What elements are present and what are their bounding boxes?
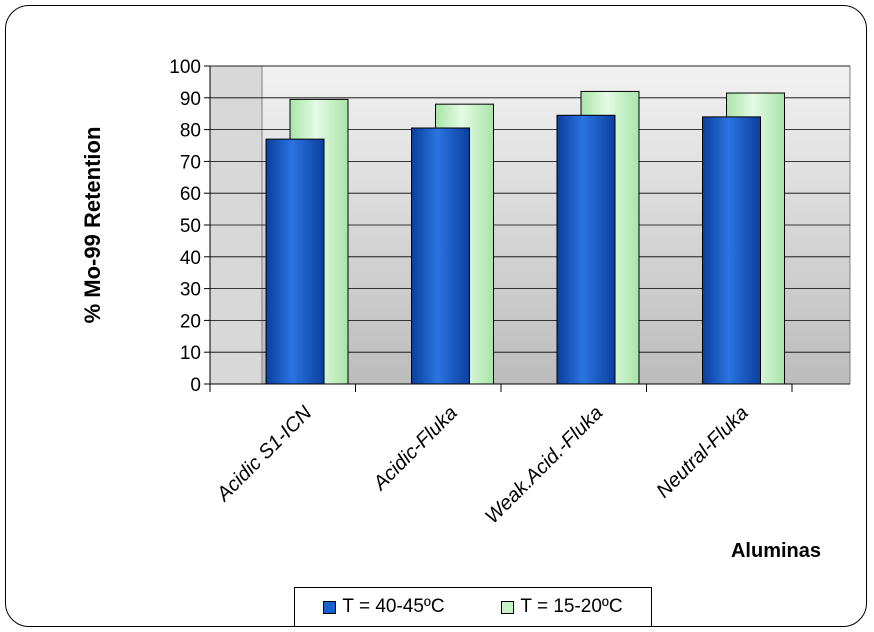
y-tick-label: 60 <box>180 184 201 205</box>
legend-label-series-1: T = 40-45ºC <box>342 596 445 617</box>
x-tick-label: Neutral-Fluka <box>652 402 752 502</box>
y-tick-label: 30 <box>180 280 201 301</box>
legend: T = 40-45ºC T = 15-20ºC <box>294 587 652 627</box>
legend-item-series-1: T = 40-45ºC <box>323 596 445 618</box>
y-tick-label: 0 <box>190 375 201 396</box>
y-tick-label: 80 <box>180 121 201 142</box>
bar-series-1 <box>556 114 616 385</box>
y-tick-label: 100 <box>169 57 201 78</box>
y-tick-label: 20 <box>180 311 201 332</box>
x-tick-label: Weak.Acid.-Fluka <box>481 402 607 528</box>
x-tick-label: Acidic S1-ICN <box>212 402 317 507</box>
y-tick-label: 10 <box>180 343 201 364</box>
x-tick-label: Acidic-Fluka <box>369 402 462 495</box>
legend-swatch-series-2 <box>501 600 515 614</box>
legend-label-series-2: T = 15-20ºC <box>520 596 623 617</box>
bar-series-1 <box>702 116 761 385</box>
y-axis-label: % Mo-99 Retention <box>80 127 105 324</box>
bar-series-1 <box>411 127 470 385</box>
y-tick-label: 40 <box>180 248 201 269</box>
bar-series-1 <box>265 138 325 385</box>
legend-swatch-series-1 <box>323 600 337 614</box>
legend-item-series-2: T = 15-20ºC <box>501 596 623 618</box>
y-tick-label: 90 <box>180 89 201 110</box>
x-axis-label: Aluminas <box>731 540 821 562</box>
y-tick-label: 70 <box>180 152 201 173</box>
y-tick-label: 50 <box>180 216 201 237</box>
